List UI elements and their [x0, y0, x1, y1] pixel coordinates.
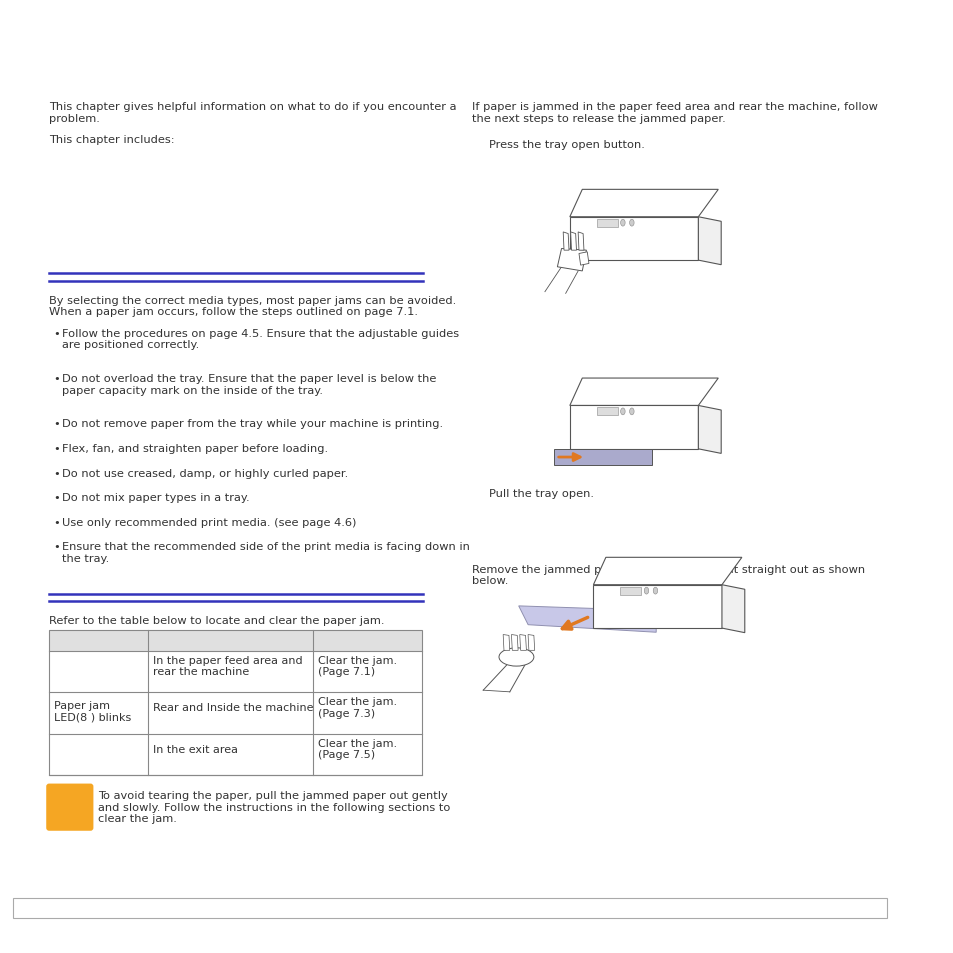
Bar	[597, 219, 617, 228]
Polygon shape	[698, 217, 720, 266]
Polygon shape	[578, 253, 588, 266]
Text: .1  <Troubleshooting>: .1 <Troubleshooting>	[387, 903, 512, 913]
Text: Do not overload the tray. Ensure that the paper level is below the
paper capacit: Do not overload the tray. Ensure that th…	[62, 374, 436, 395]
Text: •: •	[52, 374, 59, 384]
Text: Clear the jam.
(Page 7.5): Clear the jam. (Page 7.5)	[317, 738, 396, 760]
Text: •: •	[52, 517, 59, 527]
Text: Rear and Inside the machine: Rear and Inside the machine	[152, 702, 313, 713]
Polygon shape	[569, 406, 698, 450]
Ellipse shape	[629, 220, 634, 227]
Text: Ensure that the recommended side of the print media is facing down in
the tray.: Ensure that the recommended side of the …	[62, 541, 470, 563]
Bar	[49, 651, 421, 692]
Text: Refer to the table below to locate and clear the paper jam.: Refer to the table below to locate and c…	[49, 615, 384, 625]
Polygon shape	[557, 250, 586, 272]
Text: If paper is jammed in the paper feed area and rear the machine, follow
the next : If paper is jammed in the paper feed are…	[471, 102, 877, 124]
Text: To avoid tearing the paper, pull the jammed paper out gently
and slowly. Follow : To avoid tearing the paper, pull the jam…	[98, 790, 450, 823]
Text: Use only recommended print media. (see page 4.6): Use only recommended print media. (see p…	[62, 517, 356, 527]
Polygon shape	[562, 233, 568, 251]
Text: Paper jam
LED(8 ) blinks: Paper jam LED(8 ) blinks	[53, 700, 131, 721]
Bar	[619, 587, 640, 595]
Polygon shape	[569, 378, 718, 406]
Text: •: •	[52, 541, 59, 552]
Polygon shape	[553, 450, 651, 466]
Text: Do not use creased, damp, or highly curled paper.: Do not use creased, damp, or highly curl…	[62, 468, 348, 478]
Text: Flex, fan, and straighten paper before loading.: Flex, fan, and straighten paper before l…	[62, 443, 328, 454]
Polygon shape	[569, 191, 718, 217]
Polygon shape	[502, 635, 509, 651]
Ellipse shape	[629, 409, 634, 416]
Text: Clear the jam.
(Page 7.3): Clear the jam. (Page 7.3)	[317, 697, 396, 719]
Polygon shape	[698, 406, 720, 454]
Text: Remove the jammed paper by gently pulling it straight out as shown
below.: Remove the jammed paper by gently pullin…	[471, 564, 864, 586]
Ellipse shape	[620, 409, 624, 416]
Text: •: •	[52, 443, 59, 454]
Text: By selecting the correct media types, most paper jams can be avoided.
When a pap: By selecting the correct media types, mo…	[49, 295, 456, 317]
Bar	[49, 630, 421, 651]
Text: This chapter gives helpful information on what to do if you encounter a
problem.: This chapter gives helpful information o…	[49, 102, 456, 124]
Polygon shape	[578, 233, 583, 251]
Bar	[49, 692, 421, 734]
Text: •: •	[52, 468, 59, 478]
Bar	[49, 734, 421, 776]
Polygon shape	[528, 635, 534, 651]
Text: Press the tray open button.: Press the tray open button.	[488, 140, 644, 150]
Ellipse shape	[643, 588, 648, 595]
Text: Do not mix paper types in a tray.: Do not mix paper types in a tray.	[62, 493, 250, 502]
Polygon shape	[570, 233, 576, 251]
Polygon shape	[721, 585, 744, 633]
Text: Do not remove paper from the tray while your machine is printing.: Do not remove paper from the tray while …	[62, 419, 443, 429]
Text: •: •	[52, 329, 59, 338]
Text: In the paper feed area and
rear the machine: In the paper feed area and rear the mach…	[152, 655, 302, 677]
Text: In the exit area: In the exit area	[152, 744, 237, 754]
Ellipse shape	[653, 588, 657, 595]
Ellipse shape	[620, 220, 624, 227]
Text: Clear the jam.
(Page 7.1): Clear the jam. (Page 7.1)	[317, 655, 396, 677]
Polygon shape	[593, 558, 741, 585]
Text: !: !	[64, 796, 75, 820]
Text: Pull the tray open.: Pull the tray open.	[488, 489, 593, 498]
Text: •: •	[52, 419, 59, 429]
Polygon shape	[518, 606, 656, 633]
FancyBboxPatch shape	[46, 783, 93, 831]
Polygon shape	[593, 585, 721, 628]
Ellipse shape	[498, 648, 534, 666]
Bar	[13, 898, 886, 919]
Bar	[49, 630, 421, 776]
Polygon shape	[569, 217, 698, 261]
Polygon shape	[511, 635, 517, 651]
Polygon shape	[519, 635, 526, 651]
Text: •: •	[52, 493, 59, 502]
Text: This chapter includes:: This chapter includes:	[49, 135, 174, 145]
Bar	[597, 408, 617, 416]
Text: Follow the procedures on page 4.5. Ensure that the adjustable guides
are positio: Follow the procedures on page 4.5. Ensur…	[62, 329, 459, 350]
